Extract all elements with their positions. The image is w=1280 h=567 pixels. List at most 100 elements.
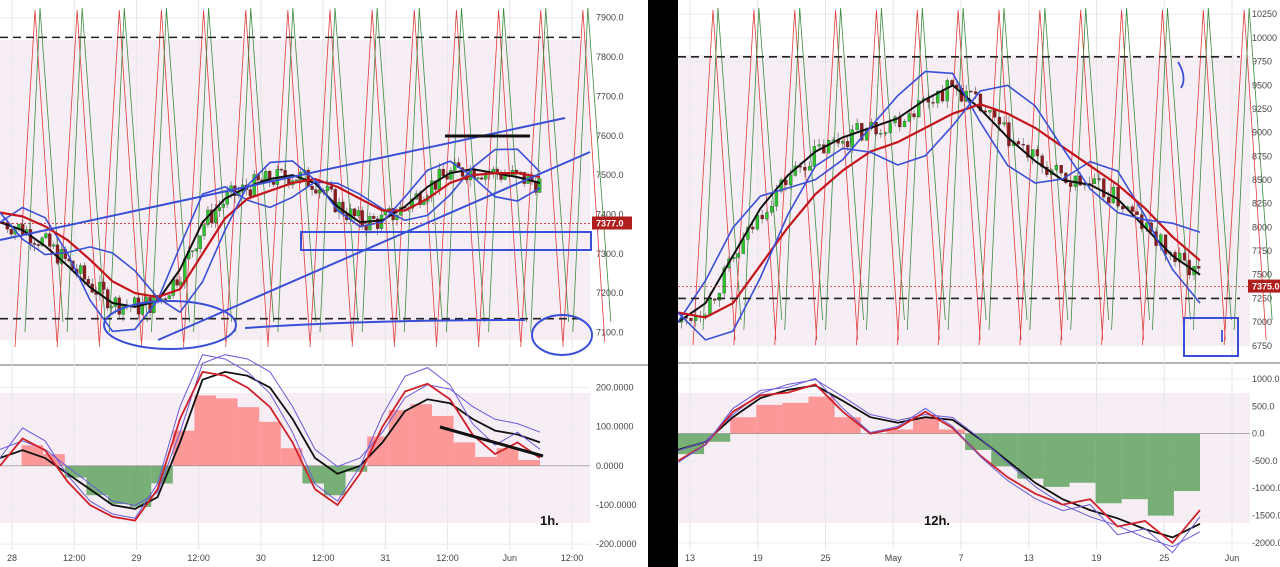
x-tick-label: 25 xyxy=(820,553,830,563)
chart-panel-12h[interactable]: 10250 10000 9750 9500 9250 9000 8750 8500 8250 80… xyxy=(678,0,1280,567)
histogram-bar-negative xyxy=(86,465,108,496)
x-tick-label: 30 xyxy=(256,553,266,563)
candle-down xyxy=(1035,149,1040,156)
candle-down xyxy=(974,91,978,95)
stoch-green-line xyxy=(24,7,64,333)
x-tick-label: 31 xyxy=(380,553,390,563)
histogram-bar-positive xyxy=(388,410,411,466)
histogram-bar-positive xyxy=(886,429,913,434)
price-tick-label: 7500.0 xyxy=(596,170,624,180)
histogram-bar-positive xyxy=(216,398,238,466)
candle-up xyxy=(945,80,949,102)
circled-low xyxy=(103,300,237,350)
histogram-bar-negative xyxy=(1095,433,1122,504)
candle-up xyxy=(368,216,372,231)
candle-down xyxy=(210,209,214,224)
histogram-bar-positive xyxy=(475,457,497,466)
histogram-bar-positive xyxy=(939,429,966,434)
candle-down xyxy=(1116,186,1120,207)
histogram-bar-positive xyxy=(518,459,540,466)
candle-up xyxy=(736,253,741,258)
stoch-red-line xyxy=(978,9,1022,346)
candle-up xyxy=(198,235,202,249)
osc-tick-label: 200.0000 xyxy=(596,383,634,393)
price-tick-label: 9250 xyxy=(1252,104,1272,114)
stoch-green-line xyxy=(530,7,570,333)
osc-tick-label: 0.0 xyxy=(1252,429,1265,439)
x-tick-label: Jun xyxy=(503,553,518,563)
chart-panel-1h[interactable]: 7900.0 7800.0 7700.0 7600.0 7500.0 7400.0 7300… xyxy=(0,0,648,567)
candle-up xyxy=(51,244,56,247)
candle-down xyxy=(32,243,37,245)
candle-up xyxy=(221,204,226,208)
candle-up xyxy=(1002,122,1006,125)
candle-down xyxy=(1182,252,1187,261)
candle-down xyxy=(271,181,276,185)
histogram-bar-positive xyxy=(453,442,476,466)
candle-down xyxy=(1197,266,1201,269)
candle-down xyxy=(372,216,376,219)
candle-down xyxy=(751,226,755,230)
histogram-bar-negative xyxy=(1121,433,1148,500)
candle-up xyxy=(202,224,206,236)
candle-down xyxy=(175,279,179,286)
histogram-bar-positive xyxy=(782,402,809,434)
stoch-red-line xyxy=(937,9,981,346)
candle-up xyxy=(1111,186,1115,204)
candle-down xyxy=(1059,165,1063,174)
stoch-red-line xyxy=(1142,9,1185,346)
candle-down xyxy=(82,265,87,280)
chart-svg-12h[interactable]: 1025010000975095009250900087508500825080… xyxy=(678,0,1280,567)
candle-up xyxy=(78,265,83,274)
stoch-red-line xyxy=(1101,9,1144,346)
x-tick-label: 13 xyxy=(1024,553,1034,563)
candle-up xyxy=(770,206,774,213)
candle-up xyxy=(902,120,907,128)
osc-tick-label: -2000.0 xyxy=(1252,538,1280,548)
stoch-green-line xyxy=(743,7,783,331)
candle-down xyxy=(969,90,973,93)
current-price-badge xyxy=(1248,279,1280,293)
stoch-red-line xyxy=(856,9,899,346)
price-tick-label: 7200.0 xyxy=(596,288,624,298)
stoch-green-line xyxy=(1029,7,1069,331)
histogram-bar-positive xyxy=(834,417,861,434)
candle-down xyxy=(1097,178,1101,180)
candle-up xyxy=(850,129,854,148)
histogram-bar-positive xyxy=(496,448,519,466)
chart-svg-1h[interactable]: 7900.0 7800.0 7700.0 7600.0 7500.0 7400.0 7300… xyxy=(0,0,648,567)
stoch-green-line xyxy=(784,7,824,331)
candle-down xyxy=(1068,182,1073,187)
candle-down xyxy=(784,179,788,185)
candle-down xyxy=(931,102,935,104)
candle-down xyxy=(1102,178,1106,198)
current-price-badge xyxy=(592,216,632,230)
x-tick-label: 12:00 xyxy=(561,553,584,563)
candle-up xyxy=(503,175,507,180)
trendline-upper xyxy=(0,117,566,241)
price-tick-label: 7400.0 xyxy=(596,209,624,219)
arrow-path xyxy=(244,319,526,329)
osc-tick-label: -200.0000 xyxy=(596,539,637,549)
candle-up xyxy=(807,166,812,171)
blue-envelope-line xyxy=(0,160,541,314)
histogram-bar-negative xyxy=(1069,433,1096,483)
candle-down xyxy=(1016,141,1021,145)
candle-up xyxy=(217,207,222,211)
stoch-green-line xyxy=(108,7,148,333)
ma-red-line xyxy=(678,103,1201,319)
candle-down xyxy=(48,233,52,247)
candle-up xyxy=(44,233,48,239)
price-tick-label: 9500 xyxy=(1252,80,1272,90)
candle-down xyxy=(1021,144,1025,146)
histogram-bar-positive xyxy=(432,415,454,466)
x-tick-label: 12:00 xyxy=(63,553,86,563)
candle-down xyxy=(940,91,945,102)
candle-down xyxy=(102,281,106,290)
stoch-green-line xyxy=(446,7,485,333)
price-tick-label: 7300.0 xyxy=(596,249,624,259)
candle-down xyxy=(163,298,168,300)
stoch-red-line xyxy=(562,9,606,348)
candle-down xyxy=(1106,196,1111,204)
candle-down xyxy=(233,185,237,196)
